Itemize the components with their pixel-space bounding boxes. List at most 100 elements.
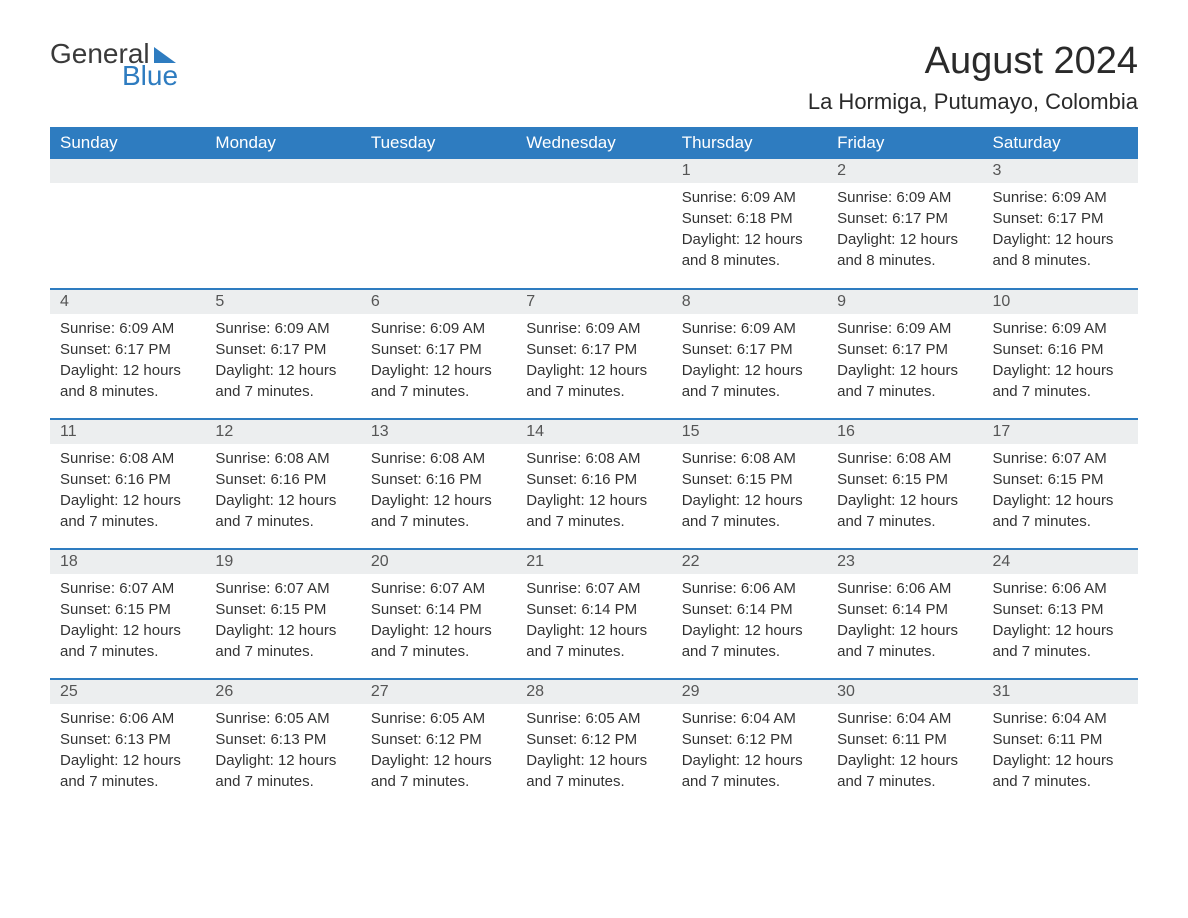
- sunset-label: Sunset:: [993, 341, 1044, 358]
- sunrise-label: Sunrise:: [837, 710, 892, 727]
- daylight-label: Daylight:: [60, 492, 118, 509]
- daylight-label: Daylight:: [60, 622, 118, 639]
- daylight-label: Daylight:: [526, 492, 584, 509]
- day-sunrise-line: Sunrise: 6:08 AM: [60, 448, 195, 469]
- day-sunset-line: Sunset: 6:16 PM: [371, 469, 506, 490]
- calendar-day-cell: 16Sunrise: 6:08 AMSunset: 6:15 PMDayligh…: [827, 419, 982, 549]
- calendar-empty-cell: [361, 159, 516, 289]
- sunrise-label: Sunrise:: [526, 710, 581, 727]
- daylight-label: Daylight:: [526, 622, 584, 639]
- sunrise-value: 6:06 AM: [896, 580, 951, 597]
- day-details: Sunrise: 6:08 AMSunset: 6:16 PMDaylight:…: [516, 444, 671, 542]
- sunrise-value: 6:07 AM: [1052, 450, 1107, 467]
- day-number: 1: [672, 159, 827, 183]
- sunset-value: 6:15 PM: [892, 471, 948, 488]
- sunset-value: 6:17 PM: [115, 341, 171, 358]
- day-number: 13: [361, 420, 516, 444]
- sunrise-value: 6:08 AM: [741, 450, 796, 467]
- sunrise-value: 6:06 AM: [1052, 580, 1107, 597]
- sunrise-value: 6:09 AM: [896, 320, 951, 337]
- day-number: 8: [672, 290, 827, 314]
- sunrise-label: Sunrise:: [993, 580, 1048, 597]
- calendar-day-cell: 17Sunrise: 6:07 AMSunset: 6:15 PMDayligh…: [983, 419, 1138, 549]
- sunrise-label: Sunrise:: [60, 450, 115, 467]
- sunrise-value: 6:05 AM: [430, 710, 485, 727]
- sunset-value: 6:14 PM: [737, 601, 793, 618]
- day-daylight-line: Daylight: 12 hours and 7 minutes.: [526, 750, 661, 792]
- day-details: Sunrise: 6:05 AMSunset: 6:12 PMDaylight:…: [516, 704, 671, 802]
- sunrise-value: 6:08 AM: [119, 450, 174, 467]
- day-sunrise-line: Sunrise: 6:04 AM: [682, 708, 817, 729]
- sunrise-label: Sunrise:: [371, 320, 426, 337]
- sunrise-label: Sunrise:: [215, 580, 270, 597]
- day-sunrise-line: Sunrise: 6:07 AM: [371, 578, 506, 599]
- day-daylight-line: Daylight: 12 hours and 7 minutes.: [215, 360, 350, 402]
- day-sunset-line: Sunset: 6:11 PM: [837, 729, 972, 750]
- day-details: Sunrise: 6:04 AMSunset: 6:12 PMDaylight:…: [672, 704, 827, 802]
- day-details: Sunrise: 6:06 AMSunset: 6:13 PMDaylight:…: [983, 574, 1138, 672]
- day-daylight-line: Daylight: 12 hours and 7 minutes.: [371, 750, 506, 792]
- day-details: Sunrise: 6:06 AMSunset: 6:14 PMDaylight:…: [672, 574, 827, 672]
- weekday-header: Monday: [205, 127, 360, 159]
- day-daylight-line: Daylight: 12 hours and 7 minutes.: [993, 750, 1128, 792]
- sunrise-value: 6:09 AM: [1052, 320, 1107, 337]
- calendar-day-cell: 11Sunrise: 6:08 AMSunset: 6:16 PMDayligh…: [50, 419, 205, 549]
- daylight-label: Daylight:: [993, 362, 1051, 379]
- sunset-label: Sunset:: [215, 341, 266, 358]
- day-sunset-line: Sunset: 6:12 PM: [371, 729, 506, 750]
- sunrise-label: Sunrise:: [837, 189, 892, 206]
- day-daylight-line: Daylight: 12 hours and 8 minutes.: [60, 360, 195, 402]
- daylight-label: Daylight:: [837, 622, 895, 639]
- sunset-value: 6:17 PM: [270, 341, 326, 358]
- sunset-label: Sunset:: [60, 471, 111, 488]
- day-daylight-line: Daylight: 12 hours and 7 minutes.: [837, 750, 972, 792]
- sunset-value: 6:13 PM: [270, 731, 326, 748]
- sunset-label: Sunset:: [993, 471, 1044, 488]
- daylight-label: Daylight:: [682, 231, 740, 248]
- day-sunset-line: Sunset: 6:14 PM: [371, 599, 506, 620]
- sunset-label: Sunset:: [682, 210, 733, 227]
- day-details: Sunrise: 6:09 AMSunset: 6:18 PMDaylight:…: [672, 183, 827, 281]
- day-sunrise-line: Sunrise: 6:07 AM: [60, 578, 195, 599]
- daylight-label: Daylight:: [215, 622, 273, 639]
- day-number: 27: [361, 680, 516, 704]
- sunset-value: 6:12 PM: [426, 731, 482, 748]
- day-number: 12: [205, 420, 360, 444]
- day-sunset-line: Sunset: 6:15 PM: [993, 469, 1128, 490]
- sunrise-value: 6:09 AM: [896, 189, 951, 206]
- sunrise-value: 6:06 AM: [741, 580, 796, 597]
- sunset-value: 6:15 PM: [115, 601, 171, 618]
- sunrise-value: 6:04 AM: [1052, 710, 1107, 727]
- day-number: 7: [516, 290, 671, 314]
- day-sunset-line: Sunset: 6:15 PM: [60, 599, 195, 620]
- calendar-table: SundayMondayTuesdayWednesdayThursdayFrid…: [50, 127, 1138, 809]
- sunrise-value: 6:09 AM: [119, 320, 174, 337]
- day-sunrise-line: Sunrise: 6:08 AM: [371, 448, 506, 469]
- day-sunset-line: Sunset: 6:17 PM: [215, 339, 350, 360]
- day-sunset-line: Sunset: 6:14 PM: [682, 599, 817, 620]
- calendar-day-cell: 2Sunrise: 6:09 AMSunset: 6:17 PMDaylight…: [827, 159, 982, 289]
- day-number: 4: [50, 290, 205, 314]
- sunrise-value: 6:05 AM: [585, 710, 640, 727]
- calendar-day-cell: 29Sunrise: 6:04 AMSunset: 6:12 PMDayligh…: [672, 679, 827, 809]
- calendar-day-cell: 25Sunrise: 6:06 AMSunset: 6:13 PMDayligh…: [50, 679, 205, 809]
- sunset-value: 6:16 PM: [270, 471, 326, 488]
- day-sunset-line: Sunset: 6:16 PM: [215, 469, 350, 490]
- calendar-day-cell: 21Sunrise: 6:07 AMSunset: 6:14 PMDayligh…: [516, 549, 671, 679]
- sunset-label: Sunset:: [60, 731, 111, 748]
- calendar-week-row: 11Sunrise: 6:08 AMSunset: 6:16 PMDayligh…: [50, 419, 1138, 549]
- day-sunrise-line: Sunrise: 6:09 AM: [215, 318, 350, 339]
- day-details: Sunrise: 6:09 AMSunset: 6:17 PMDaylight:…: [827, 314, 982, 412]
- sunrise-label: Sunrise:: [837, 320, 892, 337]
- day-sunrise-line: Sunrise: 6:04 AM: [837, 708, 972, 729]
- day-daylight-line: Daylight: 12 hours and 7 minutes.: [682, 620, 817, 662]
- daylight-label: Daylight:: [526, 752, 584, 769]
- day-details: Sunrise: 6:07 AMSunset: 6:15 PMDaylight:…: [205, 574, 360, 672]
- sunrise-value: 6:09 AM: [741, 320, 796, 337]
- sunset-value: 6:11 PM: [892, 731, 947, 748]
- day-details: Sunrise: 6:05 AMSunset: 6:13 PMDaylight:…: [205, 704, 360, 802]
- day-details: Sunrise: 6:08 AMSunset: 6:16 PMDaylight:…: [50, 444, 205, 542]
- day-number: 16: [827, 420, 982, 444]
- sunrise-label: Sunrise:: [682, 320, 737, 337]
- daylight-label: Daylight:: [837, 362, 895, 379]
